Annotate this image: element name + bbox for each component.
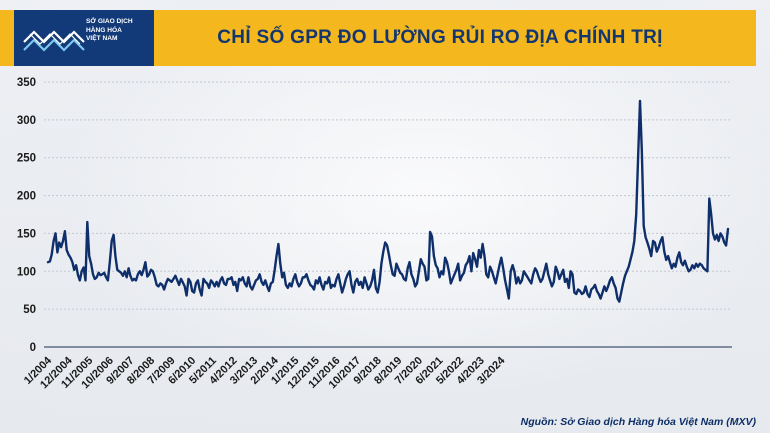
y-tick-label: 350	[17, 77, 36, 89]
y-tick-label: 200	[17, 191, 36, 203]
gpr-series-line	[46, 99, 730, 303]
y-tick-label: 50	[23, 304, 36, 316]
logo-text: SỞ GIAO DỊCH HÀNG HÓA VIỆT NAM	[86, 18, 152, 44]
grid	[44, 81, 732, 310]
y-tick-label: 0	[30, 342, 36, 354]
y-tick-label: 300	[17, 115, 36, 127]
logo	[14, 10, 154, 66]
y-axis-ticks: 0 50 100 150 200 250 300 350	[17, 77, 36, 354]
logo-mark	[23, 30, 85, 52]
logo-line: SỞ GIAO DỊCH	[86, 18, 133, 25]
y-tick-label: 150	[17, 228, 36, 240]
source-note: Nguồn: Sở Giao dịch Hàng hóa Việt Nam (M…	[520, 416, 756, 428]
y-tick-label: 100	[17, 266, 36, 278]
y-tick-label: 250	[17, 153, 36, 165]
logo-line: HÀNG HÓA	[86, 26, 122, 34]
logo-line: VIỆT NAM	[86, 35, 118, 42]
x-axis-ticks: 1/200412/200411/200510/20069/20078/20087…	[22, 354, 508, 391]
page-title: CHỈ SỐ GPR ĐO LƯỜNG RỦI RO ĐỊA CHÍNH TRỊ	[217, 27, 663, 48]
